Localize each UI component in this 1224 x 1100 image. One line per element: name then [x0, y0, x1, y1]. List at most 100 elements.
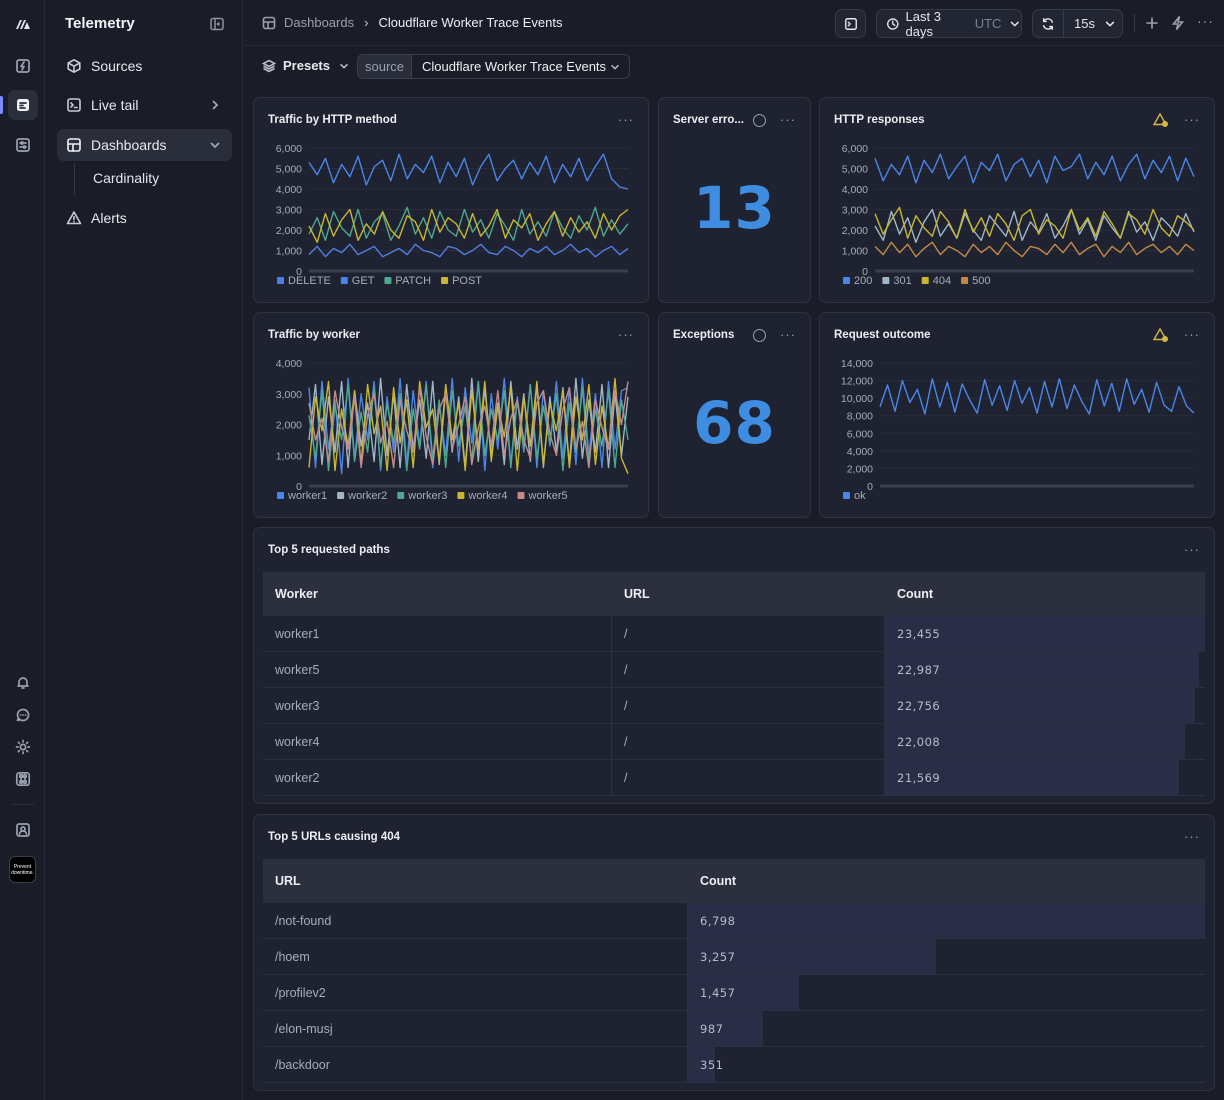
- table-row[interactable]: /elon-musj 987: [263, 1011, 1205, 1047]
- chat-icon[interactable]: [8, 700, 38, 730]
- series-line-500[interactable]: [874, 241, 1195, 258]
- series-line-404[interactable]: [874, 206, 1195, 242]
- legend-item-ok[interactable]: ok: [854, 490, 866, 502]
- y-tick-label: 0: [296, 266, 302, 278]
- column-header-url[interactable]: URL: [612, 572, 885, 616]
- panel-toggle-button[interactable]: [835, 9, 866, 38]
- sidebar-item-sources[interactable]: Sources: [57, 50, 232, 82]
- logo-icon[interactable]: [8, 9, 38, 39]
- panel-menu-icon[interactable]: ···: [780, 112, 796, 127]
- panel-menu-icon[interactable]: ···: [1184, 542, 1200, 557]
- series-line-ok[interactable]: [879, 378, 1195, 415]
- refresh-button[interactable]: [1033, 10, 1064, 37]
- sidebar-item-label: Alerts: [91, 210, 127, 226]
- table-cell-url: /: [612, 724, 885, 759]
- table-row[interactable]: /not-found 6,798: [263, 903, 1205, 939]
- legend-swatch: [921, 277, 929, 284]
- panel-menu-icon[interactable]: ···: [618, 112, 634, 127]
- series-line-GET[interactable]: [308, 153, 629, 190]
- http-responses-chart: 0 1,000 2,000 3,000 4,000 5,000 6,000 200 301 404…: [842, 143, 1195, 287]
- table-row[interactable]: /backdoor 351: [263, 1047, 1205, 1083]
- panel-title: Top 5 requested paths: [268, 544, 390, 556]
- panel-menu-icon[interactable]: ···: [618, 327, 634, 342]
- settings-sliders-icon[interactable]: [8, 130, 38, 160]
- org-avatar[interactable]: Prevent downtime.: [9, 856, 36, 883]
- more-options-icon[interactable]: ···: [1197, 13, 1214, 29]
- legend-item-worker1[interactable]: worker1: [287, 490, 327, 502]
- table-cell-count: 6,798: [688, 903, 1205, 938]
- table-header: Worker URL Count: [263, 572, 1205, 616]
- sun-icon[interactable]: [8, 732, 38, 762]
- breadcrumb-dashboards[interactable]: Dashboards: [284, 15, 355, 30]
- table-row[interactable]: worker3 / 22,756: [263, 688, 1205, 724]
- time-range-picker[interactable]: Last 3 days UTC: [876, 9, 1022, 39]
- series-line-DELETE[interactable]: [308, 243, 629, 258]
- sidebar-item-live-tail[interactable]: Live tail: [57, 89, 232, 121]
- panel-menu-icon[interactable]: ···: [1184, 829, 1200, 844]
- source-filter[interactable]: source Cloudflare Worker Trace Events: [357, 54, 630, 79]
- lightning-icon[interactable]: [1170, 15, 1186, 31]
- table-row[interactable]: /hoem 3,257: [263, 939, 1205, 975]
- legend-item-404[interactable]: 404: [933, 275, 951, 287]
- table-cell-url: /hoem: [263, 939, 688, 974]
- table-row[interactable]: worker2 / 21,569: [263, 760, 1205, 796]
- refresh-control[interactable]: 15s: [1032, 9, 1123, 38]
- url-value: /elon-musj: [275, 1021, 333, 1036]
- legend-item-GET[interactable]: GET: [352, 275, 375, 287]
- warning-icon[interactable]: [1153, 112, 1169, 128]
- table-cell-count: 3,257: [688, 939, 1205, 974]
- presets-label: Presets: [283, 58, 330, 73]
- legend-item-DELETE[interactable]: DELETE: [288, 275, 331, 287]
- sidebar-item-label: Dashboards: [91, 137, 167, 153]
- sidebar-item-dashboards[interactable]: Dashboards: [57, 129, 232, 161]
- legend-item-301[interactable]: 301: [893, 275, 911, 287]
- refresh-interval-label: 15s: [1074, 16, 1095, 31]
- panel-request-outcome: Request outcome ··· 0 2,000 4,000 6,000 8,00…: [819, 312, 1215, 518]
- panel-menu-icon[interactable]: ···: [1184, 327, 1200, 342]
- breadcrumb-current: Cloudflare Worker Trace Events: [378, 15, 563, 30]
- table-row[interactable]: worker5 / 22,987: [263, 652, 1205, 688]
- series-line-PATCH[interactable]: [308, 206, 629, 242]
- series-line-worker5[interactable]: [308, 381, 629, 469]
- sidebar-item-alerts[interactable]: Alerts: [57, 202, 232, 234]
- column-header-url[interactable]: URL: [263, 859, 688, 903]
- collapse-sidebar-icon[interactable]: [209, 16, 225, 32]
- legend-item-worker2[interactable]: worker2: [347, 490, 387, 502]
- column-header-count[interactable]: Count: [897, 587, 934, 601]
- table-row[interactable]: worker1 / 23,455: [263, 616, 1205, 652]
- table-row[interactable]: /profilev2 1,457: [263, 975, 1205, 1011]
- presets-dropdown[interactable]: Presets: [262, 58, 350, 73]
- legend-item-worker5[interactable]: worker5: [528, 490, 568, 502]
- warning-icon[interactable]: [1153, 327, 1169, 343]
- bell-icon[interactable]: [8, 668, 38, 698]
- add-icon[interactable]: [1144, 15, 1160, 31]
- legend-item-PATCH[interactable]: PATCH: [395, 275, 431, 287]
- column-header-worker[interactable]: Worker: [263, 572, 612, 616]
- table-cell-url: /: [612, 616, 885, 651]
- table-row[interactable]: worker4 / 22,008: [263, 724, 1205, 760]
- y-tick-label: 4,000: [842, 184, 868, 196]
- sidebar-subitem-cardinality[interactable]: Cardinality: [93, 170, 160, 186]
- legend-item-500[interactable]: 500: [972, 275, 990, 287]
- legend-item-worker4[interactable]: worker4: [467, 490, 507, 502]
- legend-item-200[interactable]: 200: [854, 275, 872, 287]
- legend-item-worker3[interactable]: worker3: [407, 490, 447, 502]
- y-tick-label: 3,000: [276, 205, 302, 217]
- table-cell-count: 21,569: [885, 760, 1205, 795]
- panel-menu-icon[interactable]: ···: [780, 327, 796, 342]
- worker-value: worker3: [275, 698, 320, 713]
- count-bar: [688, 939, 936, 974]
- command-icon[interactable]: [8, 764, 38, 794]
- lightning-icon[interactable]: [8, 51, 38, 81]
- count-value: 351: [700, 1057, 724, 1072]
- refresh-icon: [1042, 17, 1054, 30]
- logs-icon[interactable]: [8, 90, 38, 120]
- user-settings-icon[interactable]: [8, 815, 38, 845]
- legend-item-POST[interactable]: POST: [452, 275, 482, 287]
- panel-menu-icon[interactable]: ···: [1184, 112, 1200, 127]
- legend-swatch: [340, 277, 348, 284]
- table-cell-url: /: [612, 652, 885, 687]
- column-header-count[interactable]: Count: [700, 874, 737, 888]
- series-line-POST[interactable]: [308, 208, 629, 244]
- series-line-200[interactable]: [874, 153, 1195, 184]
